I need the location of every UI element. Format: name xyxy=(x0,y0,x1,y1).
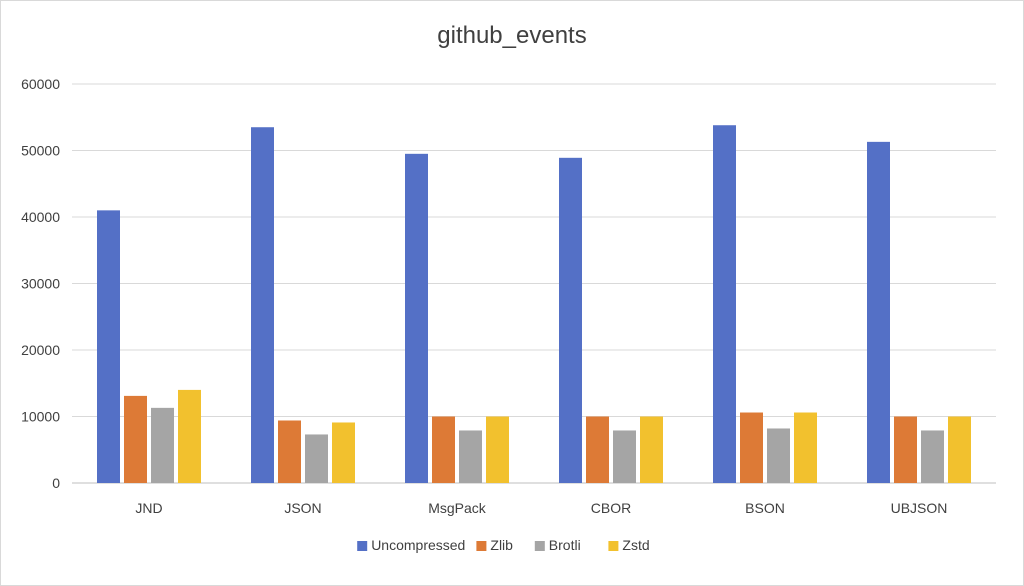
bar-zlib-jnd xyxy=(124,395,147,483)
y-tick-label: 40000 xyxy=(21,209,60,225)
x-category-label: UBJSON xyxy=(891,500,948,516)
legend: Uncompressed Zlib Brotli Zstd xyxy=(357,537,650,553)
bar-zlib-cbor xyxy=(586,416,609,483)
bar-uncompressed-json xyxy=(251,127,274,483)
x-axis-labels: JND JSON MsgPack CBOR BSON UBJSON xyxy=(135,500,947,516)
bar-zstd-json xyxy=(332,422,355,483)
bar-brotli-msgpack xyxy=(459,430,482,483)
bar-brotli-cbor xyxy=(613,430,636,483)
bar-brotli-bson xyxy=(767,428,790,483)
bar-zstd-ubjson xyxy=(948,416,971,483)
gridlines xyxy=(72,83,996,484)
legend-label-brotli: Brotli xyxy=(549,537,581,553)
y-tick-label: 50000 xyxy=(21,143,60,159)
y-axis-ticks: 0 10000 20000 30000 40000 50000 60000 xyxy=(21,76,60,491)
y-tick-label: 60000 xyxy=(21,76,60,92)
y-tick-label: 20000 xyxy=(21,342,60,358)
y-tick-label: 10000 xyxy=(21,409,60,425)
bar-uncompressed-msgpack xyxy=(405,153,428,483)
legend-label-zstd: Zstd xyxy=(622,537,649,553)
bar-zstd-msgpack xyxy=(486,416,509,483)
legend-swatch-uncompressed xyxy=(357,541,368,551)
bar-brotli-jnd xyxy=(151,407,174,483)
x-category-label: JSON xyxy=(284,500,321,516)
legend-label-zlib: Zlib xyxy=(490,537,513,553)
y-tick-label: 30000 xyxy=(21,276,60,292)
x-category-label: MsgPack xyxy=(428,500,487,516)
bar-brotli-ubjson xyxy=(921,430,944,483)
bar-zlib-json xyxy=(278,420,301,483)
bar-zlib-bson xyxy=(740,412,763,483)
bar-zstd-bson xyxy=(794,412,817,483)
x-category-label: BSON xyxy=(745,500,785,516)
bar-uncompressed-cbor xyxy=(559,157,582,483)
bar-uncompressed-bson xyxy=(713,125,736,483)
bar-zstd-cbor xyxy=(640,416,663,483)
bar-zstd-jnd xyxy=(178,389,201,483)
bar-uncompressed-ubjson xyxy=(867,141,890,484)
bar-zlib-msgpack xyxy=(432,416,455,483)
legend-label-uncompressed: Uncompressed xyxy=(371,537,465,553)
y-tick-label: 0 xyxy=(52,475,60,491)
legend-swatch-brotli xyxy=(534,541,545,551)
bars xyxy=(97,125,971,484)
x-category-label: CBOR xyxy=(591,500,631,516)
chart-title: github_events xyxy=(437,22,587,49)
bar-uncompressed-jnd xyxy=(97,210,120,483)
bar-brotli-json xyxy=(305,434,328,483)
legend-swatch-zlib xyxy=(476,541,487,551)
x-category-label: JND xyxy=(135,500,162,516)
legend-swatch-zstd xyxy=(608,541,619,551)
bar-zlib-ubjson xyxy=(894,416,917,483)
